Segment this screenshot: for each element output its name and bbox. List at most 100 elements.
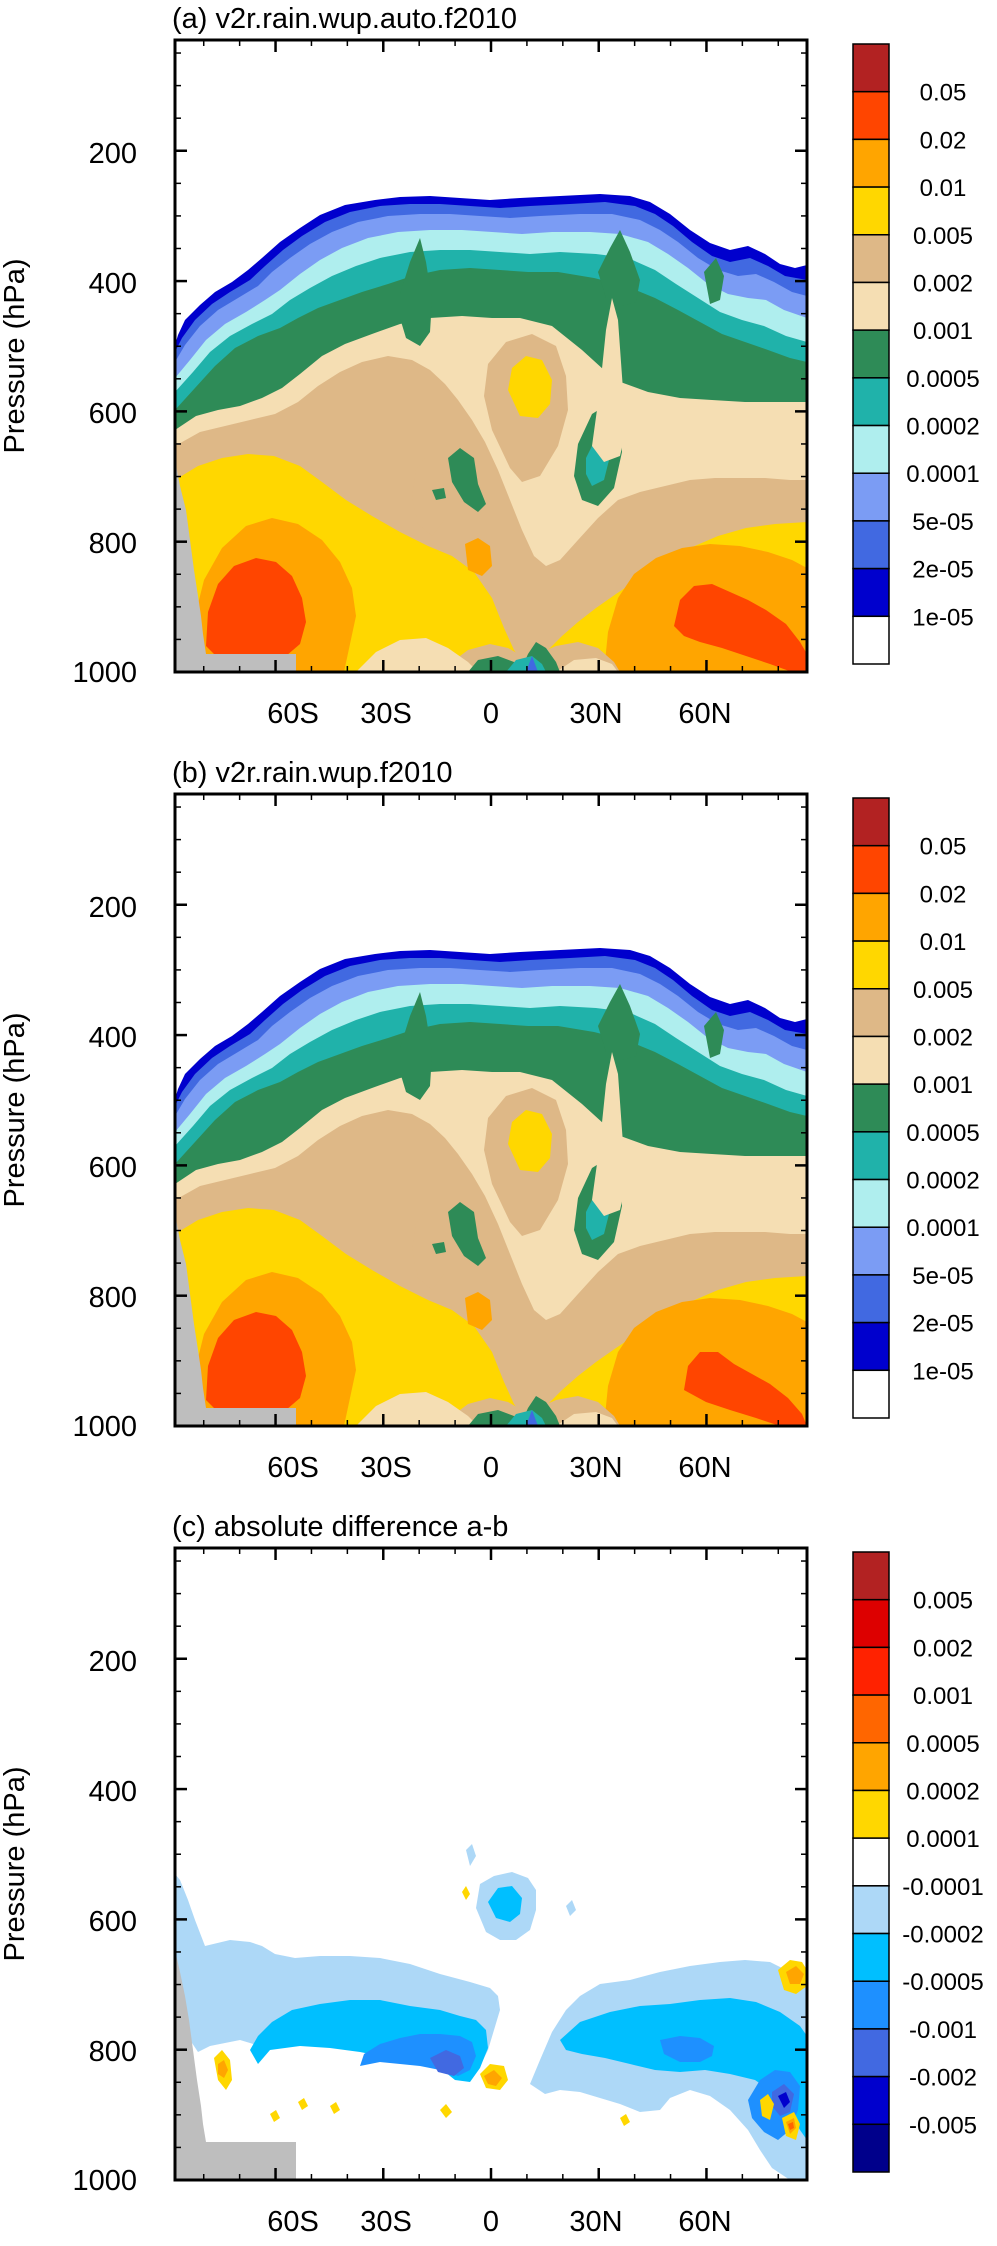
panel-c: (c) absolute difference a-b Pressure (hP…	[0, 1511, 984, 2238]
colorbar-label: 0.02	[920, 881, 967, 908]
colorbar-label: 0.0002	[906, 1778, 979, 1805]
contour-fill	[526, 1410, 538, 1426]
colorbar-label: 0.002	[913, 1635, 973, 1662]
panel-c-colorbar: 0.005 0.002 0.001 0.0005 0.0002 0.0001 -0.0001…	[852, 1551, 984, 2173]
x-tick-label: 60N	[678, 2206, 731, 2238]
contour-fill	[778, 2092, 790, 2108]
colorbar-label: -0.005	[909, 2112, 977, 2139]
colorbar-swatch	[852, 2123, 890, 2173]
panel-b-colorbar: 0.05 0.02 0.01 0.005 0.002 0.001 0.0005 0.0002 0…	[852, 797, 980, 1419]
colorbar-swatch	[852, 2075, 890, 2126]
colorbar-swatch	[852, 1178, 890, 1228]
x-tick-label: 30N	[569, 1452, 622, 1484]
colorbar-label: 1e-05	[912, 1358, 973, 1385]
colorbar-label: 0.005	[913, 977, 973, 1004]
colorbar-label: -0.0001	[902, 1874, 983, 1901]
colorbar-label: 0.05	[920, 80, 967, 107]
colorbar-swatch	[852, 1646, 890, 1696]
panel-b-title: (b) v2r.rain.wup.f2010	[172, 757, 452, 789]
contour-fill	[466, 1844, 576, 1940]
terrain-mask	[175, 460, 296, 672]
contour-fill	[190, 1272, 807, 1426]
y-tick-label: 1000	[72, 2165, 137, 2197]
colorbar-swatch	[852, 892, 890, 942]
contour-fill	[488, 1886, 522, 1922]
terrain-mask	[175, 1950, 296, 2180]
colorbar-swatch	[852, 1694, 890, 1744]
panel-a: (a) v2r.rain.wup.auto.f2010 Pressure (hP…	[0, 3, 980, 730]
contour-fill	[508, 1110, 552, 1172]
y-tick-label: 600	[89, 1906, 137, 1938]
colorbar-label: 0.0005	[906, 1120, 979, 1147]
x-tick-label: 30S	[360, 1452, 412, 1484]
y-tick-label: 400	[89, 268, 137, 300]
y-tick-label: 800	[89, 1282, 137, 1314]
colorbar-label: 0.0001	[906, 1215, 979, 1242]
colorbar-swatch	[852, 844, 890, 895]
colorbar-swatch	[852, 1226, 890, 1276]
colorbar-swatch	[852, 281, 890, 331]
colorbar-swatch	[852, 615, 890, 665]
contour-fill	[465, 538, 492, 576]
contour-fill	[360, 2034, 800, 2140]
y-tick-label: 600	[89, 398, 137, 430]
y-tick-label: 400	[89, 1022, 137, 1054]
y-tick-label: 1000	[72, 1411, 137, 1443]
panel-b-axes: 60S 30S 0 30N 60N 200 400 600 800 1000	[72, 892, 731, 1484]
x-tick-label: 30S	[360, 2206, 412, 2238]
colorbar-label: 0.0002	[906, 414, 979, 441]
contour-fill	[526, 656, 538, 672]
x-tick-label: 0	[483, 698, 499, 730]
colorbar-label: 0.005	[913, 1588, 973, 1615]
colorbar-swatch	[852, 520, 890, 570]
colorbar-label: 0.0005	[906, 1731, 979, 1758]
colorbar-label: 0.001	[913, 1072, 973, 1099]
x-tick-label: 0	[483, 1452, 499, 1484]
panel-b-ylabel: Pressure (hPa)	[0, 1012, 31, 1207]
contour-fill	[175, 1874, 807, 2180]
panel-b-field	[175, 794, 807, 1426]
y-tick-label: 200	[89, 892, 137, 924]
colorbar-label: -0.001	[909, 2017, 977, 2044]
colorbar-label: 0.001	[913, 318, 973, 345]
panel-a-field	[175, 40, 807, 672]
colorbar-swatch	[852, 988, 890, 1038]
colorbar-label: 2e-05	[912, 557, 973, 584]
panel-c-axes: 60S 30S 0 30N 60N 200 400 600 800 1000	[72, 1646, 731, 2238]
panel-c-field	[175, 1548, 807, 2180]
terrain-mask	[175, 1214, 296, 1426]
colorbar-swatch	[852, 1932, 890, 1982]
colorbar-swatch	[852, 1837, 890, 1887]
y-tick-label: 800	[89, 528, 137, 560]
x-tick-label: 60S	[267, 2206, 319, 2238]
contour-fill	[592, 1052, 626, 1216]
colorbar-swatch	[852, 1598, 890, 1649]
colorbar-label: 0.02	[920, 127, 967, 154]
y-tick-label: 1000	[72, 657, 137, 689]
colorbar-label: 0.0002	[906, 1168, 979, 1195]
x-tick-label: 60S	[267, 1452, 319, 1484]
colorbar-label: 0.005	[913, 223, 973, 250]
colorbar-swatch	[852, 567, 890, 618]
colorbar-label: 0.01	[920, 929, 967, 956]
contour-fill	[214, 1886, 800, 2140]
colorbar-swatch	[852, 43, 890, 93]
contour-fill	[786, 1966, 804, 1984]
colorbar-swatch	[852, 1321, 890, 1372]
colorbar-label: -0.0005	[902, 1969, 983, 1996]
y-tick-label: 600	[89, 1152, 137, 1184]
colorbar-label: 5e-05	[912, 1263, 973, 1290]
tick-marks	[175, 794, 807, 1428]
colorbar-swatch	[852, 472, 890, 522]
contour-fill	[508, 356, 552, 418]
contour-fill	[190, 518, 807, 672]
colorbar-swatch	[852, 1789, 890, 1839]
y-tick-label: 400	[89, 1776, 137, 1808]
colorbar-swatch	[852, 186, 890, 236]
colorbar-swatch	[852, 1369, 890, 1419]
contour-fill	[250, 1998, 807, 2140]
y-tick-label: 800	[89, 2036, 137, 2068]
colorbar-swatch	[852, 2028, 890, 2078]
x-tick-label: 60S	[267, 698, 319, 730]
